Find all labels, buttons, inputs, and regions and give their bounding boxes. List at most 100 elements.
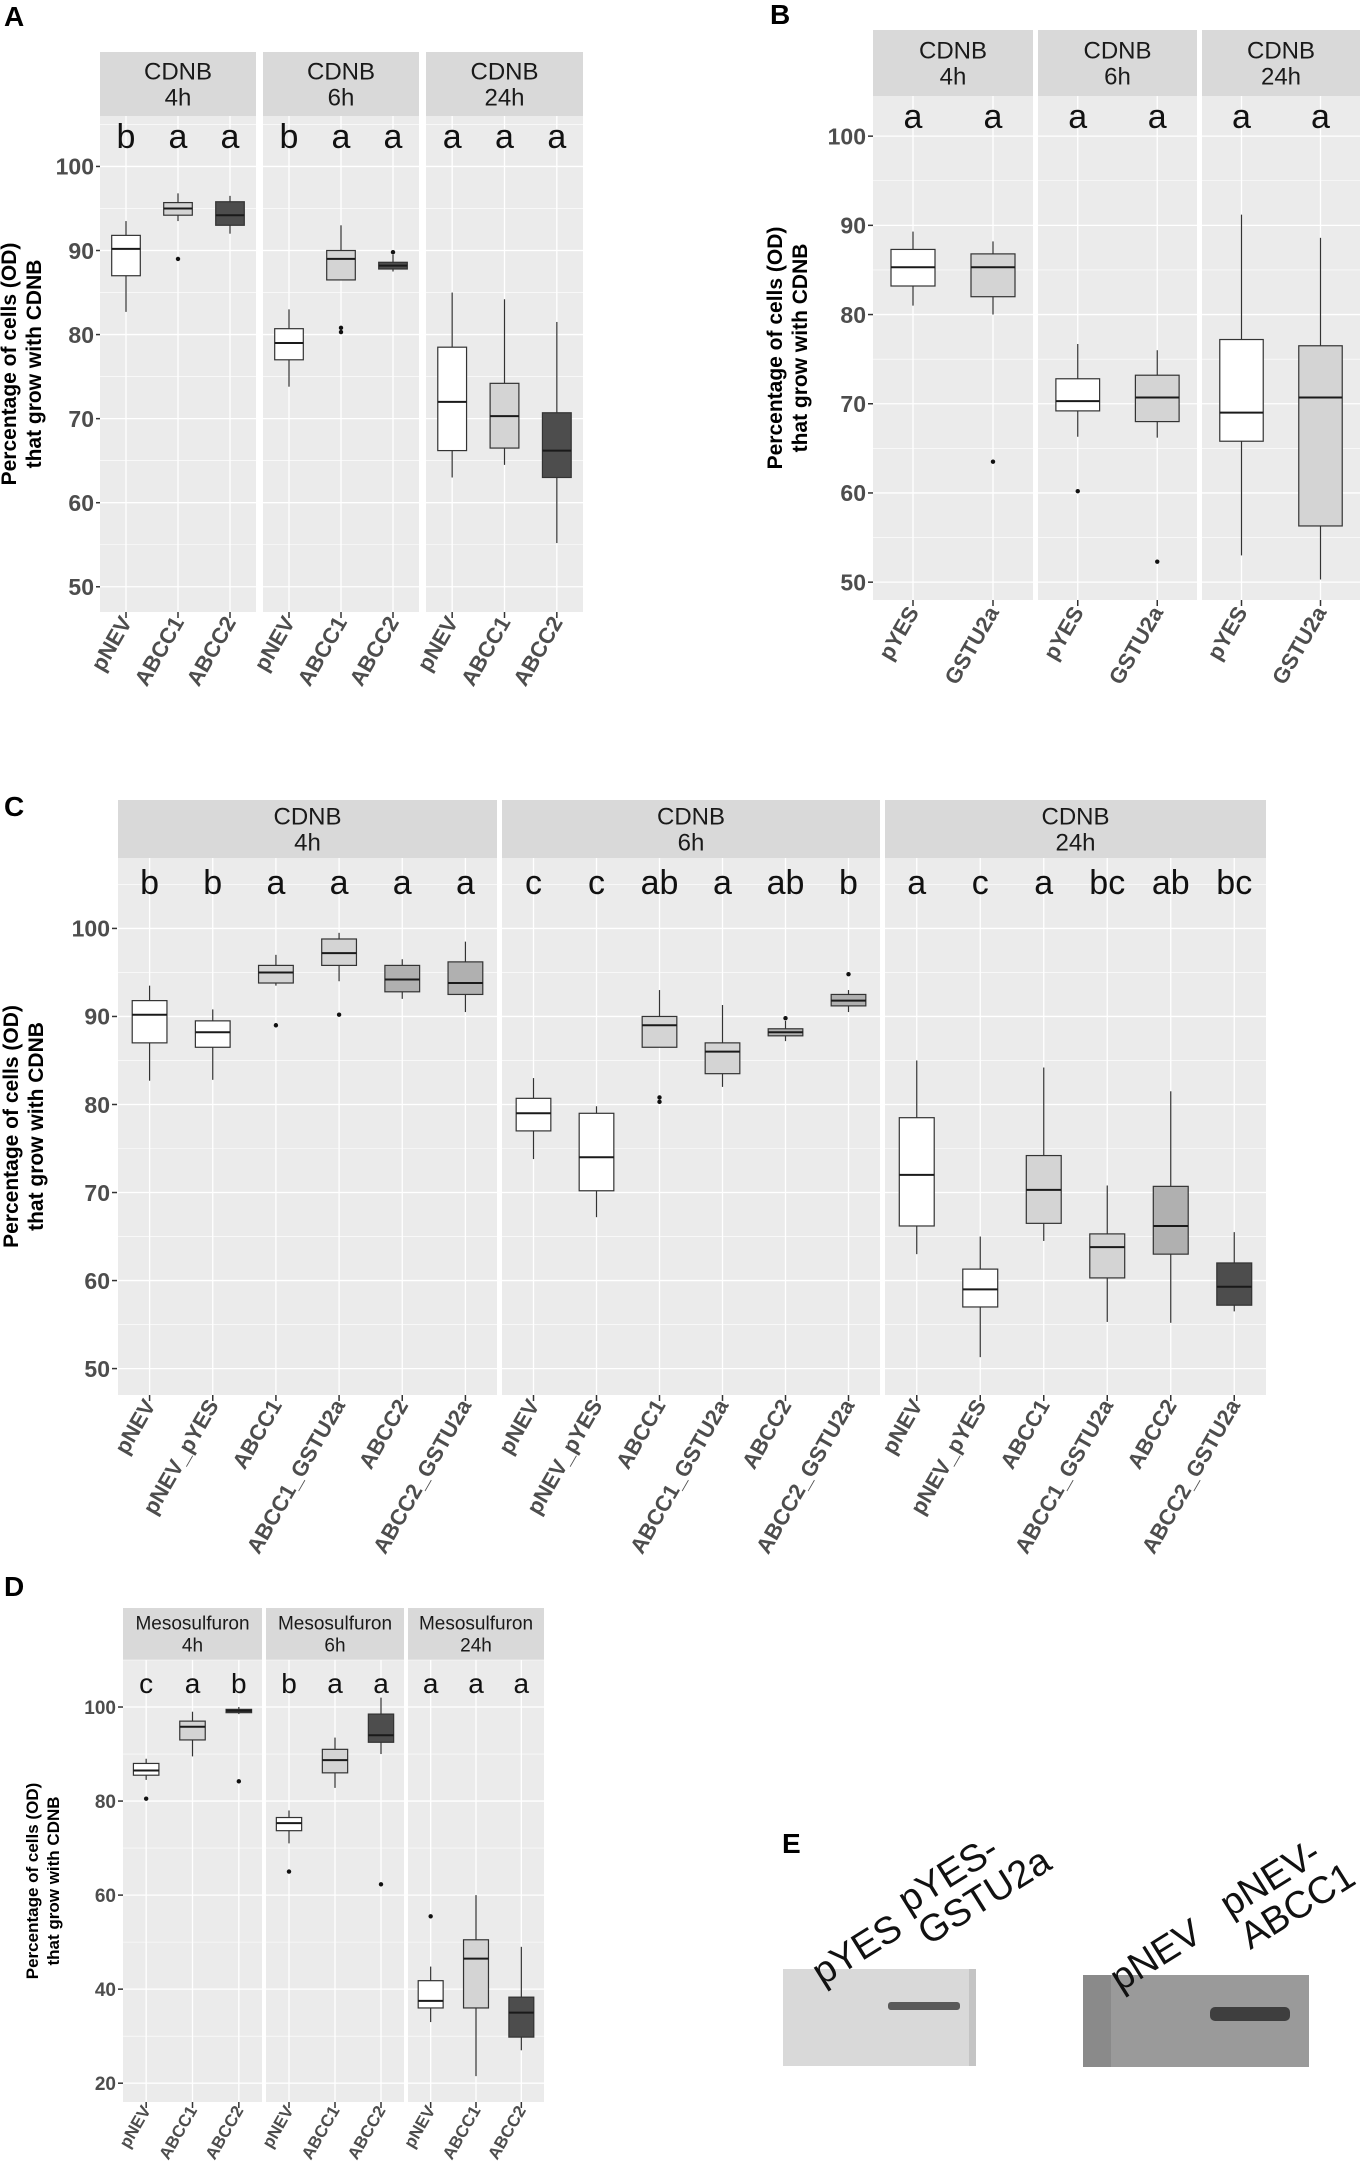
outlier-point: [1155, 559, 1160, 564]
panel-d-ylabel-line: Percentage of cells (OD): [23, 1783, 42, 1980]
panel-b-facet-1-xtick-label: pYES: [874, 602, 924, 664]
outlier-point: [390, 249, 396, 255]
panel-d-facet-3-xtick-label: ABCC1: [439, 2103, 485, 2163]
panel-a-facet-1-box-pnev: [111, 221, 141, 312]
panel-c-facet-1-strip: [118, 800, 497, 858]
panel-c-facet-2-sig-letter: c: [588, 864, 605, 902]
xtick-label-text: ABCC1: [298, 2103, 344, 2163]
panel-a-facet-3-xtick-label: pNEV: [412, 612, 463, 676]
panel-c-facet-2-sig-letter: c: [525, 864, 542, 902]
panel-a-facet-1-xtick-label: ABCC1: [129, 612, 189, 690]
xtick-label-text: ABCC2: [1122, 1395, 1182, 1473]
box-iqr: [515, 1097, 552, 1132]
outlier-point: [286, 1869, 292, 1874]
panel-d-ytick-label: 40: [95, 1980, 116, 2001]
xtick-label-text: pYES: [1038, 602, 1088, 664]
panel-d-facet-2-strip-label-line: Mesosulfuron: [278, 1614, 392, 1635]
panel-c-facet-2-box-abcc2: [767, 1016, 804, 1042]
xtick-label-text: pNEV: [116, 2102, 155, 2151]
panel-a-facet-3-strip-label-line: CDNB: [470, 58, 538, 85]
box-iqr: [898, 1117, 935, 1227]
xtick-label-text: GSTU2a: [1267, 601, 1332, 688]
panel-c-facet-1-sig-letter: b: [203, 864, 222, 902]
panel-a-ylabel-line: that grow with CDNB: [23, 260, 46, 469]
panel-b-facet-1-box-pyes: [890, 231, 936, 306]
box-iqr: [257, 964, 294, 984]
panel-a-facet-2-sig-letter: a: [384, 118, 403, 156]
box-iqr: [417, 1980, 444, 2009]
panel-c-facet-2-box-pnev_pyes: [578, 1106, 615, 1218]
panel-c-facet-3-sig-letter: bc: [1216, 864, 1252, 902]
panel-d-facet-2-box-pnev: [275, 1810, 303, 1874]
panel-d-facet-2-sig-letter: b: [281, 1668, 297, 1699]
panel-a-facet-1-strip: [100, 52, 256, 116]
panel-d-facet-1-sig-letter: c: [139, 1668, 153, 1699]
panel-d-ylabel: Percentage of cells (OD) that grow with C…: [23, 1783, 63, 1980]
panel-d-facet-2-xtick-label: pNEV: [258, 2102, 297, 2151]
panel-c-facet-2-strip-label-line: CDNB: [657, 803, 725, 830]
panel-b-facet-3-box-pyes: [1219, 214, 1264, 556]
panel-d-facet-3-sig-letter: a: [423, 1668, 439, 1699]
panel-b-ytick-label: 50: [840, 569, 866, 595]
panel-d-facet-3-strip-label-line: 24h: [460, 1636, 492, 1657]
panel-c-facet-3-sig-letter: bc: [1089, 864, 1125, 902]
box-iqr: [215, 201, 245, 226]
box-iqr: [111, 234, 141, 277]
panel-b-facet-1-box-gstu2a: [970, 241, 1016, 464]
panel-a-facet-1-strip-label-line: 4h: [165, 84, 192, 111]
panel-c-facet-1-sig-letter: a: [330, 864, 349, 902]
panel-c-ytick-label: 70: [84, 1180, 110, 1206]
outlier-point: [338, 325, 344, 331]
box-iqr: [1216, 1262, 1253, 1306]
panel-c-ytick-label: 80: [84, 1092, 110, 1118]
panel-a-facet-2-xtick-label: ABCC2: [344, 612, 404, 690]
panel-a-letter: A: [4, 1, 24, 32]
xtick-label-text: GSTU2a: [939, 601, 1004, 688]
panel-d-facet-1-sig-letter: b: [231, 1668, 247, 1699]
box-iqr: [179, 1720, 206, 1741]
box-iqr: [326, 249, 356, 281]
xtick-label-text: ABCC1: [227, 1395, 287, 1473]
panel-c-letter: C: [4, 791, 24, 822]
panel-d-facet-3-box-abcc1: [462, 1895, 490, 2077]
panel-b-facet-1-sig-letter: a: [984, 98, 1003, 136]
xtick-label-text: ABCC1: [155, 2103, 201, 2163]
xtick-label-text: ABCC2: [508, 612, 568, 690]
panel-c-facet-1-box-abcc2_gstu2a: [447, 941, 484, 1013]
panel-c-facet-2-sig-letter: ab: [767, 864, 805, 902]
panel-a-ytick-label: 60: [68, 490, 94, 516]
panel-c-facet-1-box-pnev: [131, 985, 168, 1081]
panel-b-facet-1-strip-label-line: CDNB: [919, 37, 987, 64]
panel-c-facet-3-strip-label-line: 24h: [1055, 829, 1095, 856]
panel-b-facet-2-xtick-label: pYES: [1038, 602, 1088, 664]
blot-left: [783, 1969, 976, 2066]
panel-d-facet-1-box-abcc1: [179, 1711, 206, 1757]
xtick-label-text: ABCC1: [611, 1395, 671, 1473]
panel-d-facet-3-strip: [408, 1608, 544, 1660]
box-iqr: [437, 346, 468, 452]
panel-a-facet-1-xtick-label: pNEV: [86, 612, 137, 676]
panel-d-ytick-label: 100: [84, 1698, 116, 1719]
panel-b-facet-2-xtick-label: GSTU2a: [1104, 601, 1169, 688]
panel-c-facet-3-box-abcc2: [1152, 1091, 1189, 1323]
panel-d-facet-2-xtick-label: ABCC2: [344, 2103, 390, 2163]
xtick-label-text: ABCC2: [484, 2103, 530, 2163]
panel-c-facet-3-strip: [885, 800, 1266, 858]
box-iqr: [1089, 1233, 1126, 1279]
panel-b-ylabel-line: that grow with CDNB: [789, 244, 812, 453]
panel-d-facet-2-strip: [266, 1608, 404, 1660]
panel-d-letter: D: [4, 1571, 24, 1602]
panel-a-facet-2-sig-letter: b: [280, 118, 299, 156]
panel-c-facet-1-sig-letter: a: [456, 864, 475, 902]
box-iqr: [704, 1042, 741, 1075]
panel-b-facet-1-strip-label-line: 4h: [940, 63, 967, 90]
outlier-point: [143, 1796, 149, 1801]
panel-c-facet-2-box-abcc1: [641, 990, 678, 1105]
